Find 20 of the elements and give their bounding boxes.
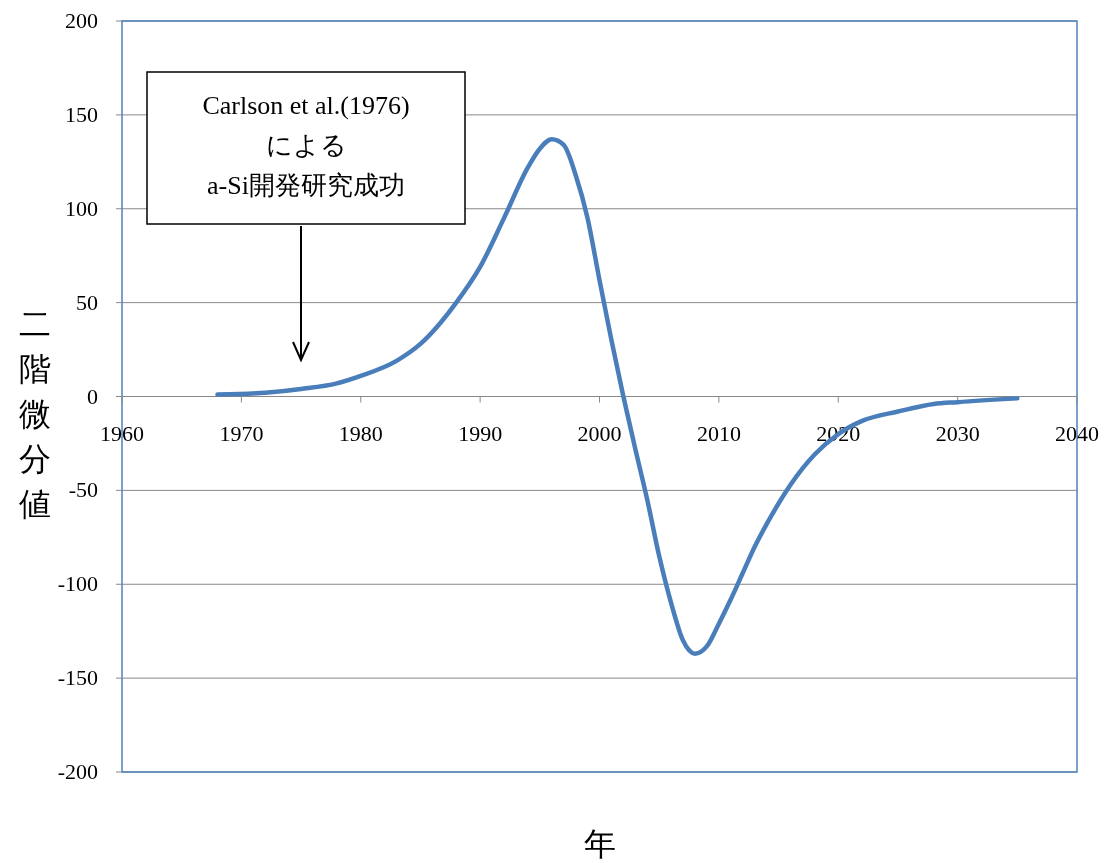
x-tick-label: 2040 (1055, 420, 1099, 446)
x-tick-label: 2000 (577, 420, 622, 446)
y-tick-label: -100 (57, 571, 98, 597)
y-tick-label: 200 (65, 8, 98, 33)
x-tick-label: 2030 (935, 420, 980, 446)
y-axis-title: 二階微分値 (19, 306, 51, 522)
y-tick-label: -50 (68, 477, 98, 503)
y-tick-label: 0 (87, 383, 98, 409)
annotation: Carlson et al.(1976) による a-Si開発研究成功 (202, 91, 410, 200)
x-tick-label: 1980 (338, 420, 383, 446)
y-tick-label: 50 (76, 289, 98, 315)
y-tick-label: 150 (65, 101, 98, 127)
y-tick-label: 100 (65, 195, 98, 221)
x-tick-label: 2010 (696, 420, 741, 446)
y-tick-label: -200 (57, 759, 98, 784)
x-tick-label: 1960 (100, 420, 144, 446)
y-tick-label: -150 (57, 665, 98, 691)
x-tick-label: 1990 (458, 420, 503, 446)
x-axis-title: 年 (583, 826, 616, 862)
x-tick-label: 1970 (219, 420, 264, 446)
